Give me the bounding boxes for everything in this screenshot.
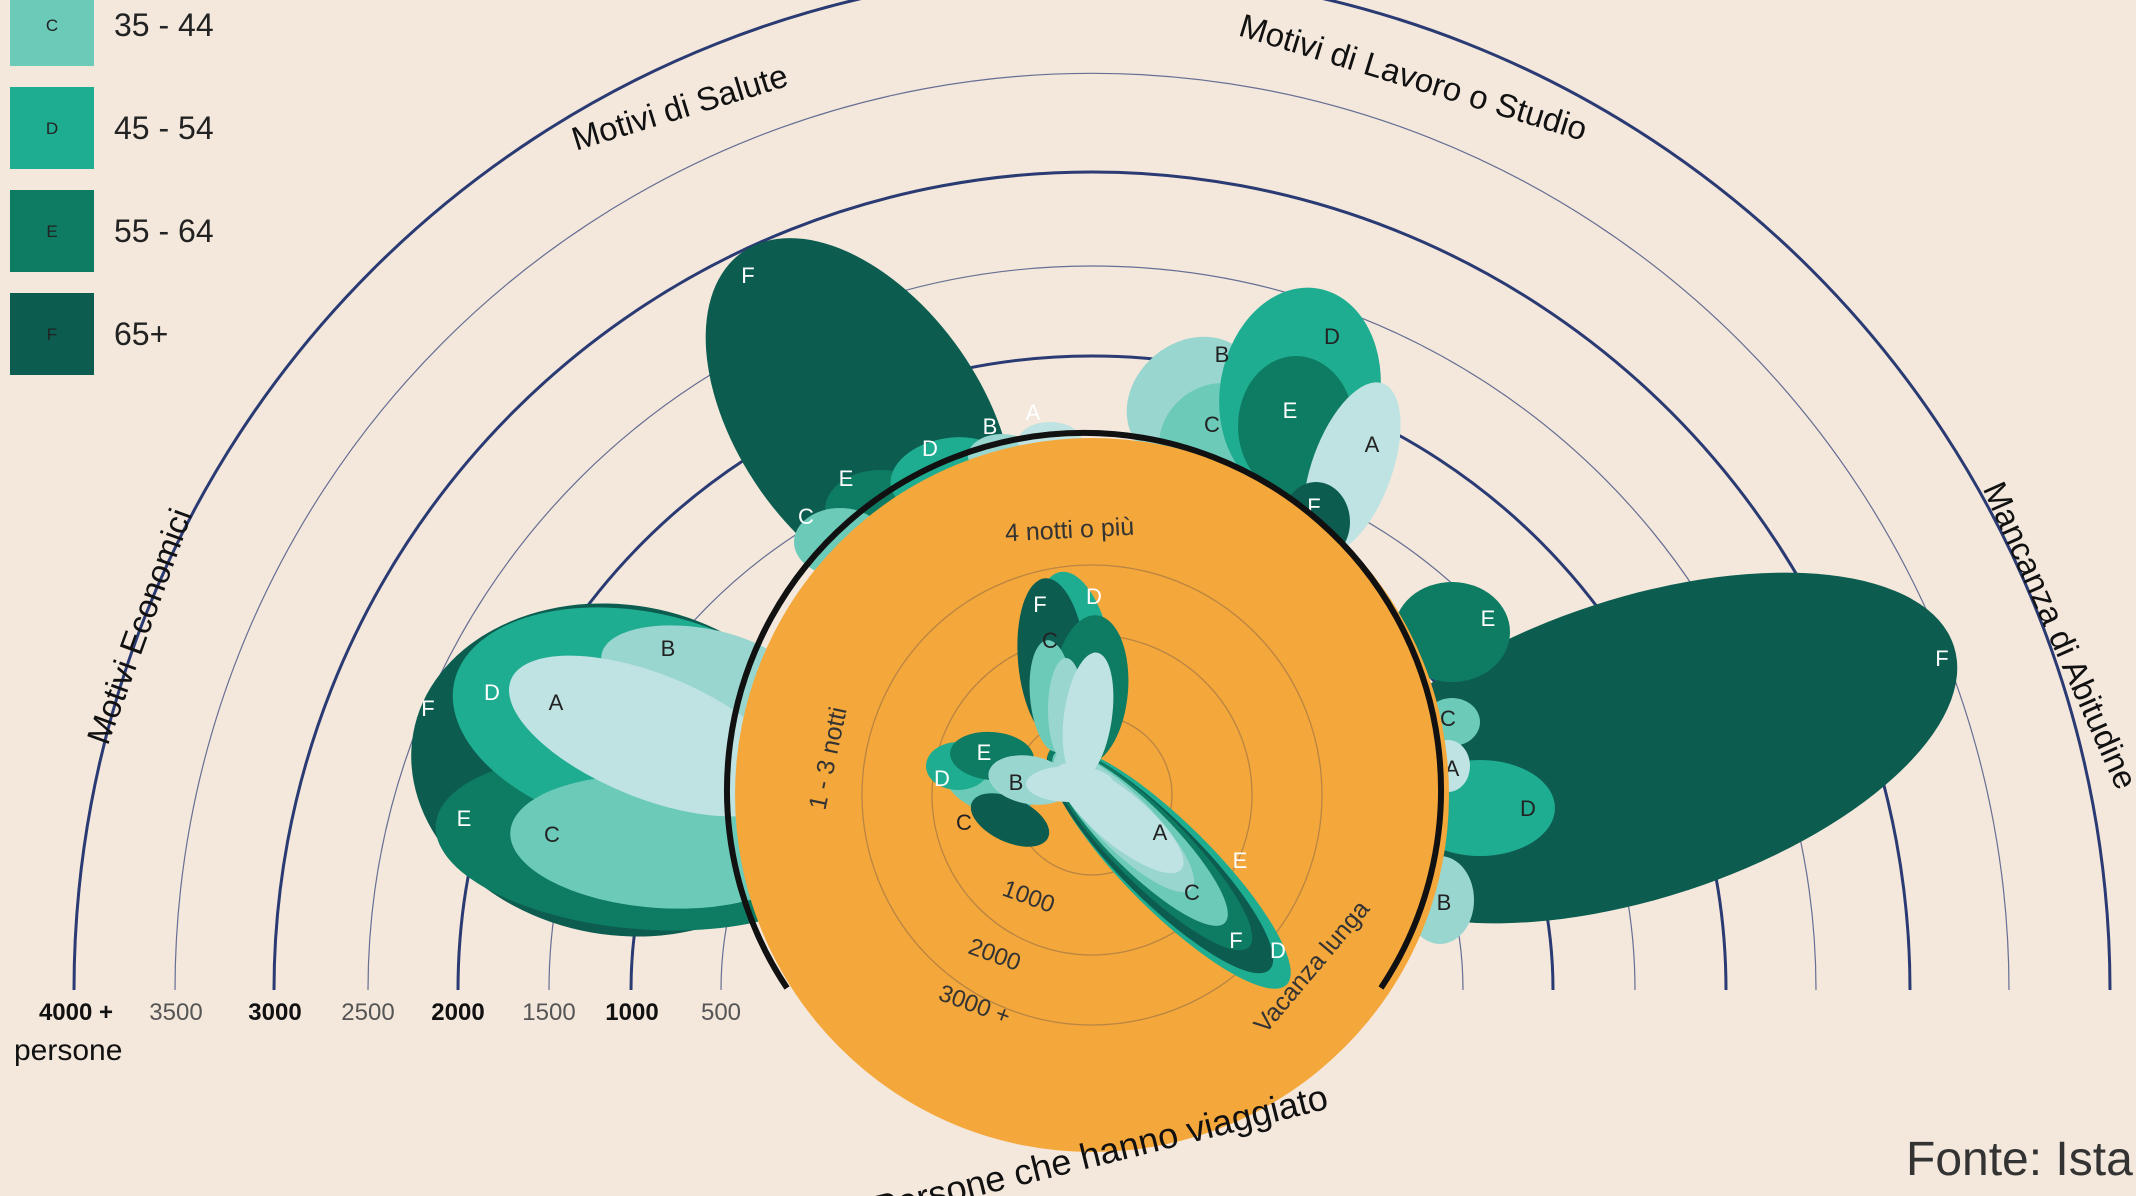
outer-petal-label: B [1215, 342, 1230, 367]
inner-disc-rim [724, 429, 1444, 990]
outer-petal-label: C [1440, 706, 1456, 731]
tick-1500: 1500 [522, 999, 575, 1026]
inner-petal-label: B [1009, 770, 1024, 795]
legend-key-E: E [46, 222, 57, 241]
outer-petal-label: F [421, 696, 434, 721]
legend-label-E: 55 - 64 [114, 213, 214, 249]
outer-petal-label: E [457, 806, 472, 831]
outer-petal-label: E [1481, 606, 1496, 631]
legend-swatch-C [10, 0, 94, 66]
inner-petal-label: F [1229, 928, 1242, 953]
legend-swatch-F [10, 293, 94, 375]
outer-petal-label: E [1283, 398, 1298, 423]
legend: C 35 - 44 D 45 - 54 E 55 - 64 F 65+ [10, 0, 214, 375]
outer-petal-label: C [798, 504, 814, 529]
tick-500: 500 [701, 999, 741, 1026]
cat-economici: Motivi Economici [79, 503, 198, 748]
inner-petal-label: C [1042, 628, 1058, 653]
outer-petal-label: B [983, 414, 998, 439]
source-note: Fonte: Ista [1906, 1133, 2133, 1186]
inner-petal-label: F [1033, 592, 1046, 617]
legend-key-C: C [46, 16, 58, 35]
outer-ring [72, 0, 2112, 991]
outer-petal-label: E [839, 466, 854, 491]
inner-petal-label: D [1270, 938, 1286, 963]
legend-label-D: 45 - 54 [114, 110, 214, 146]
inner-petal-label: E [1233, 848, 1248, 873]
inner-petal-label: E [977, 740, 992, 765]
inner-ring [861, 564, 1323, 1026]
outer-petal-label: F [741, 263, 754, 288]
legend-swatch-E [10, 190, 94, 272]
inner-petal-label: A [1153, 820, 1168, 845]
inner-cat-long: 4 notti o più [1004, 513, 1135, 548]
tick-4000: 4000 + [39, 999, 113, 1026]
tick-3000: 3000 [248, 999, 301, 1026]
outer-petal-A [508, 655, 792, 817]
legend-key-F: F [47, 325, 57, 344]
tick-2000: 2000 [431, 999, 484, 1026]
outer-petal-label: D [484, 680, 500, 705]
outer-petal-label: B [1437, 890, 1452, 915]
outer-petal-E [1394, 582, 1510, 682]
inner-petal-label: C [956, 810, 972, 835]
outer-petal-label: C [544, 822, 560, 847]
outer-petal-label: F [1935, 646, 1948, 671]
inner-petal-label: C [1184, 880, 1200, 905]
outer-petal-label: A [1026, 400, 1041, 425]
legend-label-C: 35 - 44 [114, 7, 214, 43]
outer-petal-label: D [922, 436, 938, 461]
outer-petal-label: A [1365, 432, 1380, 457]
tick-3500: 3500 [149, 999, 202, 1026]
inner-petal-A [1026, 766, 1114, 802]
inner-petal-A [1062, 652, 1114, 780]
tick-1000: 1000 [605, 999, 658, 1026]
outer-petal-label: B [661, 636, 676, 661]
cat-lavoro: Motivi di Lavoro o Studio [1235, 6, 1591, 147]
cat-abitudine: Mancanza di Abitudine [1976, 476, 2136, 794]
inner-petals [926, 571, 1291, 989]
outer-scale-ticks: 4000 + 3500 3000 2500 2000 1500 1000 500… [14, 999, 741, 1067]
inner-petal-label: D [934, 766, 950, 791]
outer-petal-label: D [1520, 796, 1536, 821]
inner-petal-F [970, 793, 1050, 847]
cat-salute: Motivi di Salute [567, 57, 792, 158]
tick-2500: 2500 [341, 999, 394, 1026]
inner-petal-label: D [1086, 584, 1102, 609]
legend-key-D: D [46, 119, 58, 138]
outer-petal-label: A [549, 690, 564, 715]
outer-petal-label: D [1324, 324, 1340, 349]
outer-ring [174, 72, 2010, 991]
legend-label-F: 65+ [114, 316, 168, 352]
legend-swatch-D [10, 87, 94, 169]
scale-unit: persone [14, 1034, 122, 1067]
outer-petal-label: C [1204, 412, 1220, 437]
